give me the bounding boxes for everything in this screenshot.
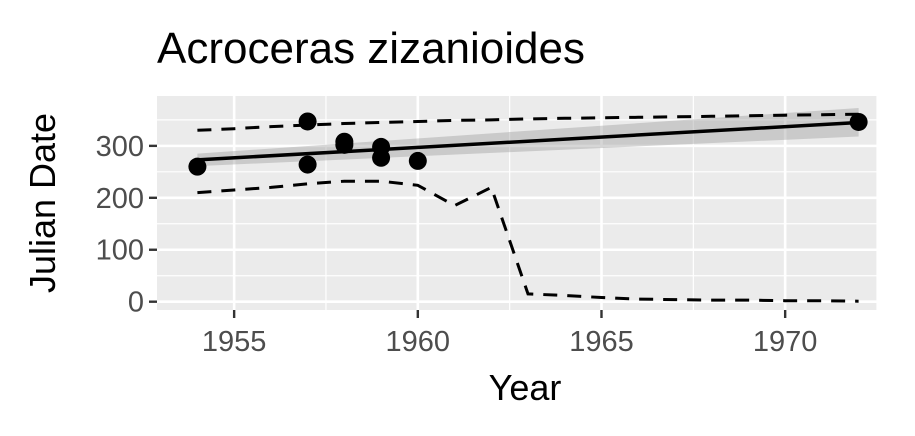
trend-line xyxy=(197,120,859,162)
chart-title: Acroceras zizanioides xyxy=(157,24,585,73)
y-tick-label: 200 xyxy=(96,183,144,215)
x-tick-label: 1955 xyxy=(202,326,267,358)
data-point xyxy=(335,135,354,154)
data-point xyxy=(188,157,207,176)
axes: 1955 1960 1965 1970 0 100 200 300 xyxy=(96,131,818,358)
panel-background xyxy=(157,96,877,310)
y-axis-title: Julian Date xyxy=(22,113,63,293)
data-point xyxy=(298,112,317,131)
y-tick-label: 100 xyxy=(96,235,144,267)
data-point xyxy=(372,148,391,167)
x-tick-label: 1970 xyxy=(753,326,818,358)
x-axis-title: Year xyxy=(489,367,562,408)
y-tick-label: 0 xyxy=(128,287,144,319)
x-tick-label: 1965 xyxy=(569,326,634,358)
data-point xyxy=(849,112,868,131)
x-tick-label: 1960 xyxy=(386,326,451,358)
plot-panel xyxy=(157,96,878,310)
data-point xyxy=(408,151,427,170)
data-point xyxy=(298,155,317,174)
y-tick-label: 300 xyxy=(96,131,144,163)
lower-bound-line xyxy=(197,179,859,303)
